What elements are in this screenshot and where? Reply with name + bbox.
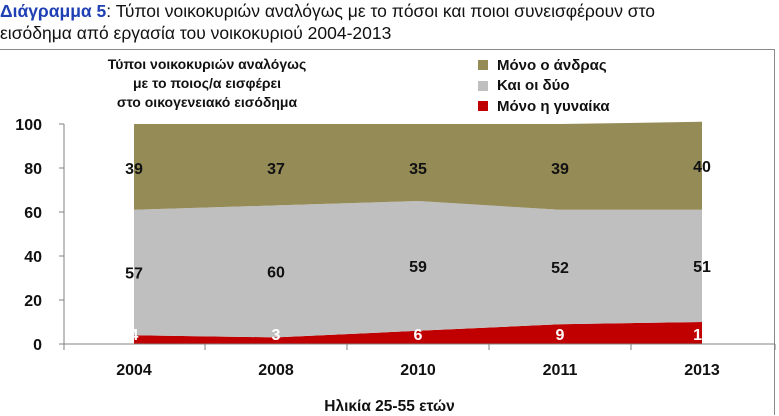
x-tick-label-2004: 2004 [116, 362, 152, 379]
data-label-both-2008: 60 [267, 264, 285, 281]
figure-caption: Διάγραμμα 5: Τύποι νοικοκυριών αναλόγως … [0, 0, 779, 44]
legend-swatch-women [478, 101, 488, 112]
legend-item-both: Και οι δύο [478, 76, 610, 97]
legend-label-women: Μόνο η γυναίκα [497, 97, 610, 115]
legend-item-men: Μόνο ο άνδρας [478, 55, 610, 76]
data-label-both-2010: 59 [409, 259, 427, 276]
x-tick-label-2013: 2013 [684, 362, 720, 379]
data-label-women-2010: 6 [414, 327, 423, 344]
x-axis-title: Ηλικία 25-55 ετών [324, 398, 455, 415]
area-women [134, 322, 702, 344]
data-label-both-2004: 57 [125, 266, 143, 283]
x-tick-label-2008: 2008 [258, 362, 294, 379]
data-label-both-2013: 51 [693, 259, 711, 276]
chart-title: Τύποι νοικοκυριών αναλόγως με το ποιος/α… [62, 55, 352, 112]
data-label-men-2013: 40 [693, 159, 711, 176]
chart-title-line-1: Τύποι νοικοκυριών αναλόγως [107, 56, 307, 72]
chart-title-line-3: στο οικογενειακό εισόδημα [116, 94, 298, 110]
y-tick-label-100: 100 [15, 117, 42, 134]
legend-item-women: Μόνο η γυναίκα [478, 96, 610, 117]
area-both [134, 201, 702, 338]
y-tick-label-60: 60 [24, 205, 42, 222]
caption-label: Διάγραμμα 5 [0, 1, 107, 21]
data-label-women-2008: 3 [272, 327, 281, 344]
legend-swatch-both [478, 80, 488, 91]
chart-title-line-2: με το ποιος/α εισφέρει [132, 75, 282, 91]
data-label-men-2008: 37 [267, 161, 285, 178]
y-tick-label-80: 80 [24, 161, 42, 178]
data-label-women-2004: 4 [130, 327, 139, 344]
y-tick-label-0: 0 [33, 337, 42, 354]
data-label-men-2004: 39 [125, 161, 143, 178]
legend-label-both: Και οι δύο [497, 77, 570, 95]
data-label-women-2013: 10 [693, 327, 711, 344]
chart-frame [0, 49, 775, 415]
y-tick-label-40: 40 [24, 249, 42, 266]
caption-line-2: εισόδημα από εργασία του νοικοκυριού 200… [0, 23, 392, 43]
legend-swatch-men [478, 60, 488, 71]
data-label-men-2011: 39 [551, 161, 569, 178]
x-tick-label-2011: 2011 [543, 362, 578, 379]
caption-line-1: Διάγραμμα 5: Τύποι νοικοκυριών αναλόγως … [0, 0, 779, 22]
area-men [134, 121, 702, 210]
data-label-both-2011: 52 [551, 260, 569, 277]
x-tick-label-2010: 2010 [400, 362, 436, 379]
data-label-women-2011: 9 [556, 327, 565, 344]
data-label-men-2010: 35 [409, 161, 427, 178]
caption-text-1: : Τύποι νοικοκυριών αναλόγως με το πόσοι… [106, 1, 656, 21]
chart-legend: Μόνο ο άνδρας Και οι δύο Μόνο η γυναίκα [478, 55, 610, 117]
y-tick-label-20: 20 [24, 293, 42, 310]
legend-label-men: Μόνο ο άνδρας [497, 56, 607, 74]
